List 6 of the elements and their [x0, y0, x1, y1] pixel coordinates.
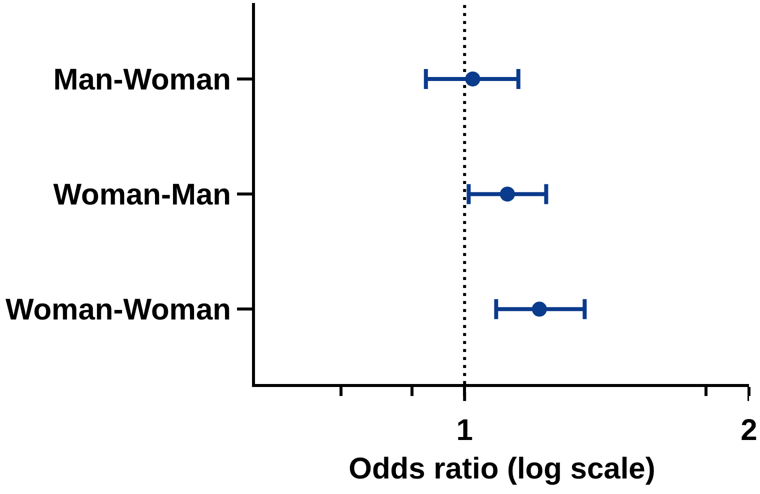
y-tick-label: Man-Woman — [53, 63, 231, 96]
y-tick-label: Woman-Woman — [5, 294, 231, 327]
x-tick-label: 1 — [456, 414, 473, 447]
x-tick-label: 2 — [740, 414, 758, 447]
y-tick-label: Woman-Man — [53, 178, 231, 212]
x-axis-title: Odds ratio (log scale) — [348, 452, 656, 486]
